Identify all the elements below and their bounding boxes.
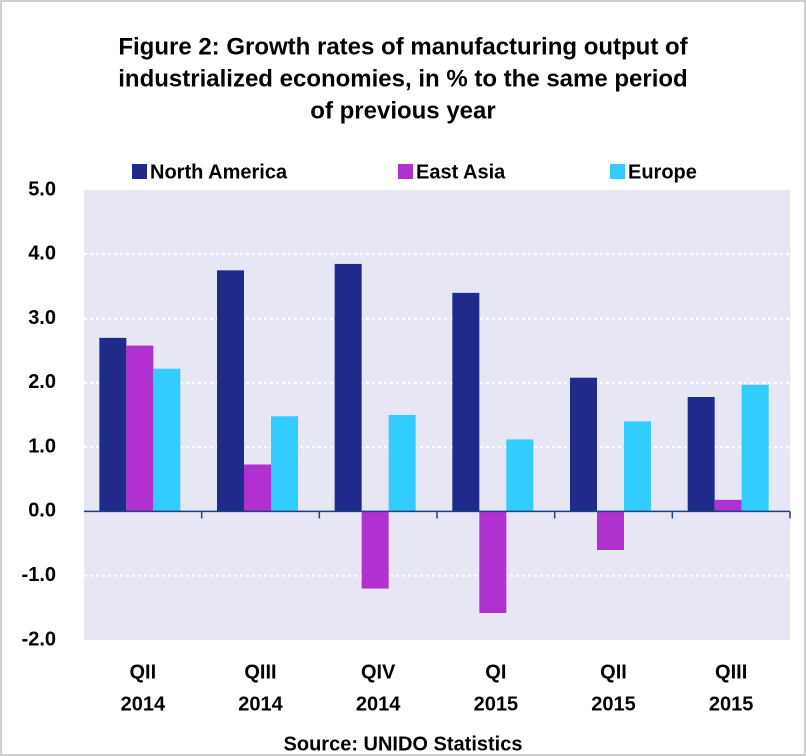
chart-title: of previous year xyxy=(310,97,495,124)
x-tick-label: 2014 xyxy=(238,693,283,715)
legend-label: East Asia xyxy=(416,161,506,183)
bar xyxy=(479,511,507,613)
x-tick-label: QII xyxy=(600,661,627,683)
x-tick-label: 2014 xyxy=(121,693,166,715)
chart-title: industrialized economies, in % to the sa… xyxy=(118,65,687,92)
legend-swatch xyxy=(398,164,413,179)
x-tick-label: 2014 xyxy=(356,693,401,715)
bar xyxy=(741,384,769,512)
bar xyxy=(714,499,742,512)
bar xyxy=(570,377,597,512)
y-tick-label: 5.0 xyxy=(28,178,56,200)
x-tick-label: QIII xyxy=(715,661,747,683)
bar xyxy=(687,397,715,512)
bar xyxy=(388,415,416,512)
y-tick-label: 2.0 xyxy=(28,371,56,393)
y-tick-label: 0.0 xyxy=(28,500,56,522)
bar xyxy=(506,439,534,512)
plot-area xyxy=(84,190,790,640)
y-tick-label: 4.0 xyxy=(28,243,56,265)
bar xyxy=(624,421,651,512)
bar xyxy=(244,464,271,512)
chart-title: Figure 2: Growth rates of manufacturing … xyxy=(118,33,688,60)
bar xyxy=(153,368,181,512)
legend-label: Europe xyxy=(628,161,697,183)
legend-label: North America xyxy=(150,161,288,183)
x-tick-label: QII xyxy=(129,661,156,683)
y-tick-label: 3.0 xyxy=(28,307,56,329)
source: Source: UNIDO Statistics xyxy=(284,733,523,755)
legend-swatch xyxy=(610,164,625,179)
x-tick-label: QIV xyxy=(361,661,396,683)
x-tick-label: 2015 xyxy=(709,693,754,715)
bar xyxy=(334,263,362,512)
y-tick-label: -1.0 xyxy=(22,564,56,586)
x-tick-label: 2015 xyxy=(474,693,519,715)
bar xyxy=(217,270,244,512)
bar xyxy=(597,511,624,550)
y-tick-label: 1.0 xyxy=(28,435,56,457)
bar xyxy=(99,337,127,512)
x-tick-label: 2015 xyxy=(591,693,636,715)
x-tick-label: QI xyxy=(485,661,506,683)
y-tick-label: -2.0 xyxy=(22,628,56,650)
bar xyxy=(126,345,154,512)
bar xyxy=(271,416,298,512)
bar xyxy=(452,292,480,512)
x-tick-label: QIII xyxy=(244,661,276,683)
bar xyxy=(361,511,389,589)
legend-swatch xyxy=(132,164,147,179)
